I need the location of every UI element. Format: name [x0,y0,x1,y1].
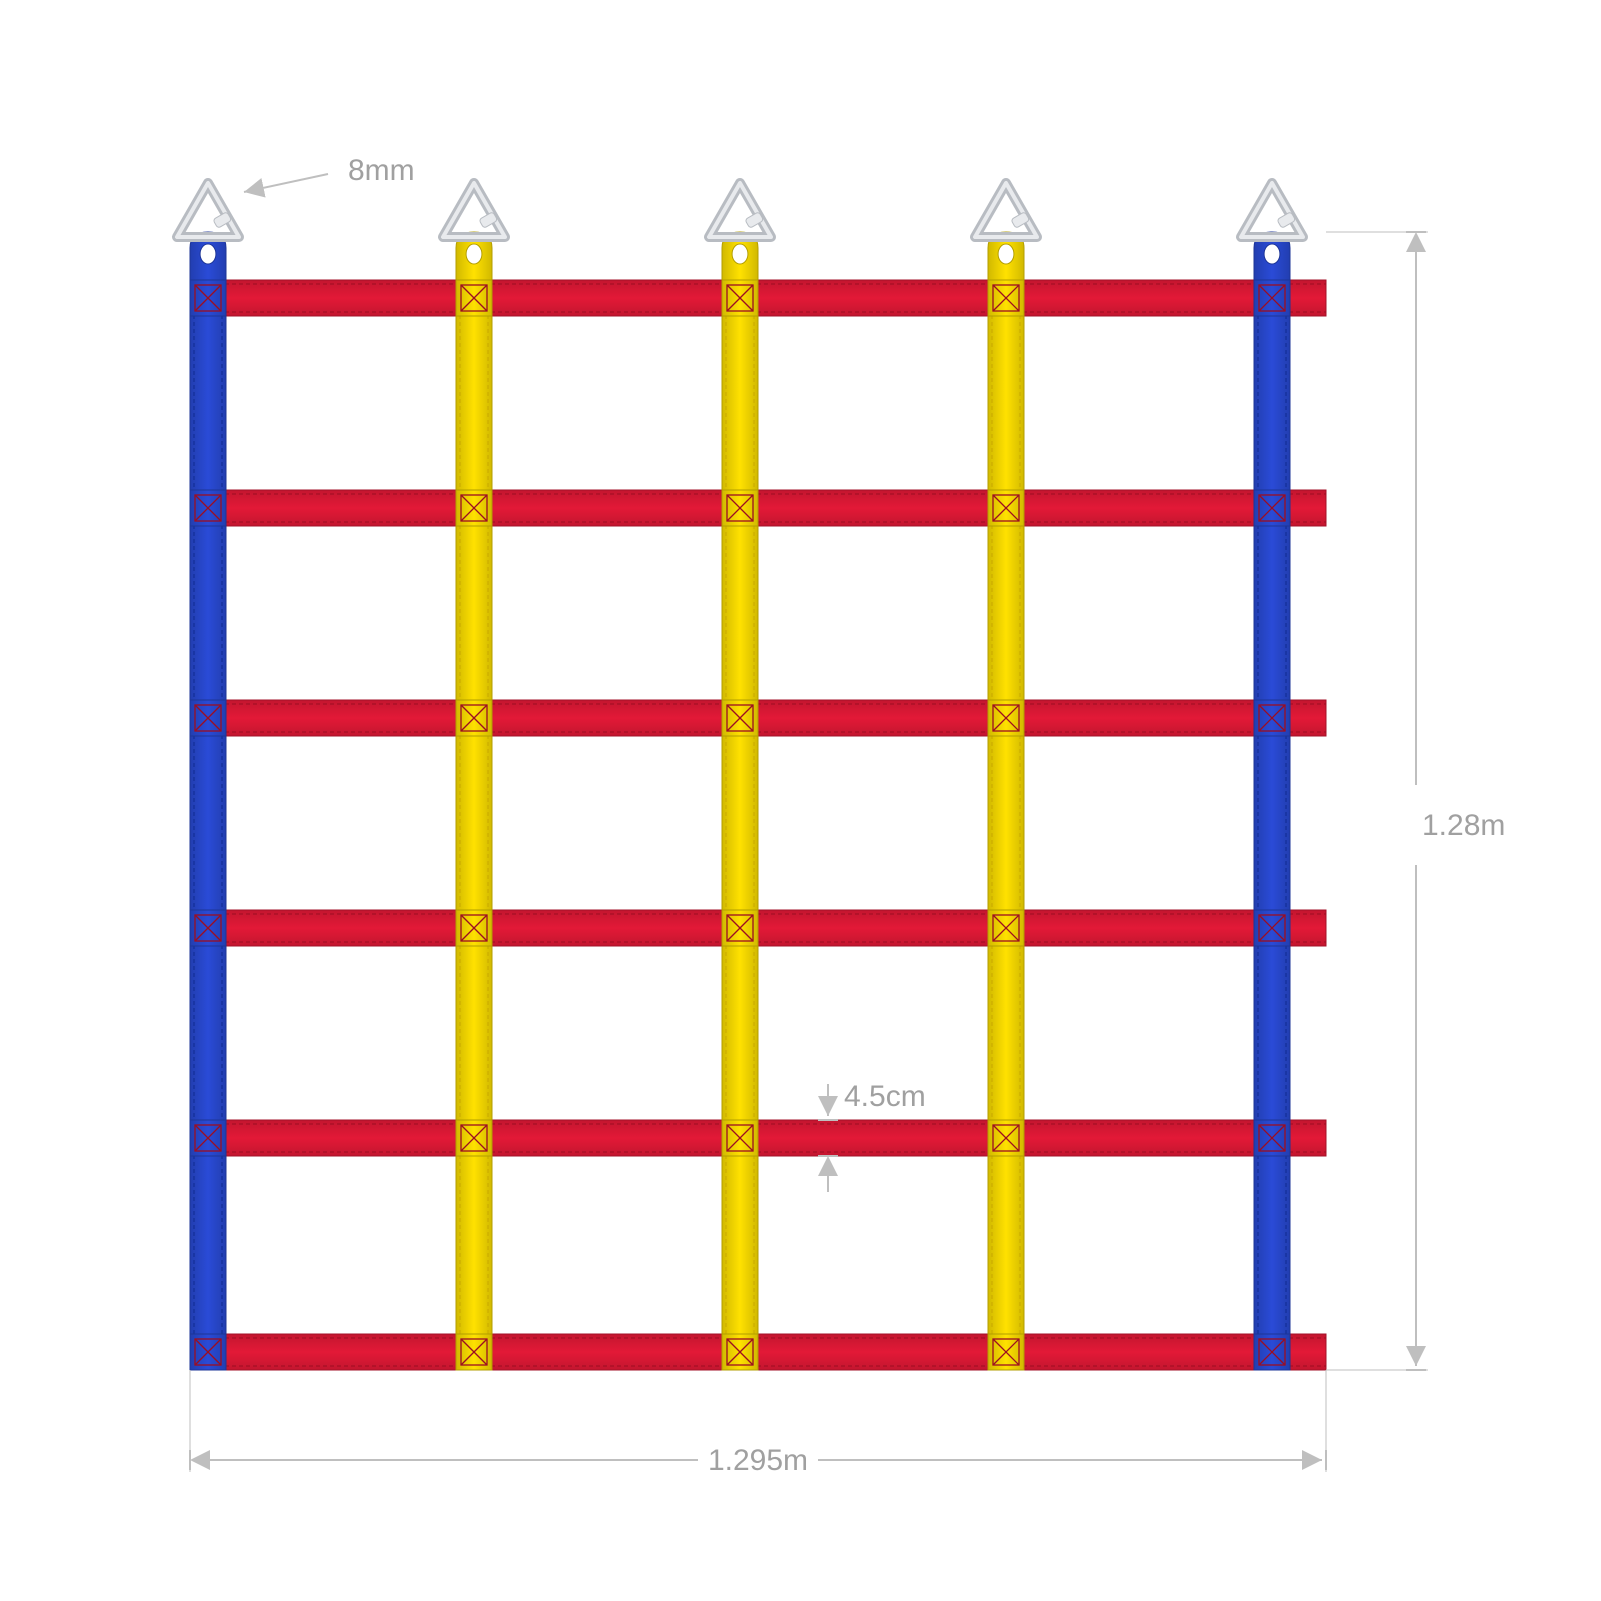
dimension-label: 1.295m [708,1444,808,1477]
carabiner [975,183,1037,237]
vertical-strap [1254,280,1290,1370]
dimension-label: 1.28m [1422,809,1505,842]
carabiner [443,183,505,237]
dimension-label: 4.5cm [844,1080,926,1113]
carabiner [709,183,771,237]
vertical-strap [190,280,226,1370]
carabiner [177,183,239,237]
dimension-label: 8mm [348,154,415,187]
carabiner [1241,183,1303,237]
vertical-strap [988,280,1024,1370]
vertical-strap [722,280,758,1370]
vertical-strap [456,280,492,1370]
climbing-net-diagram: 8mm 1.28m 1.295m 4.5cm [0,0,1601,1601]
